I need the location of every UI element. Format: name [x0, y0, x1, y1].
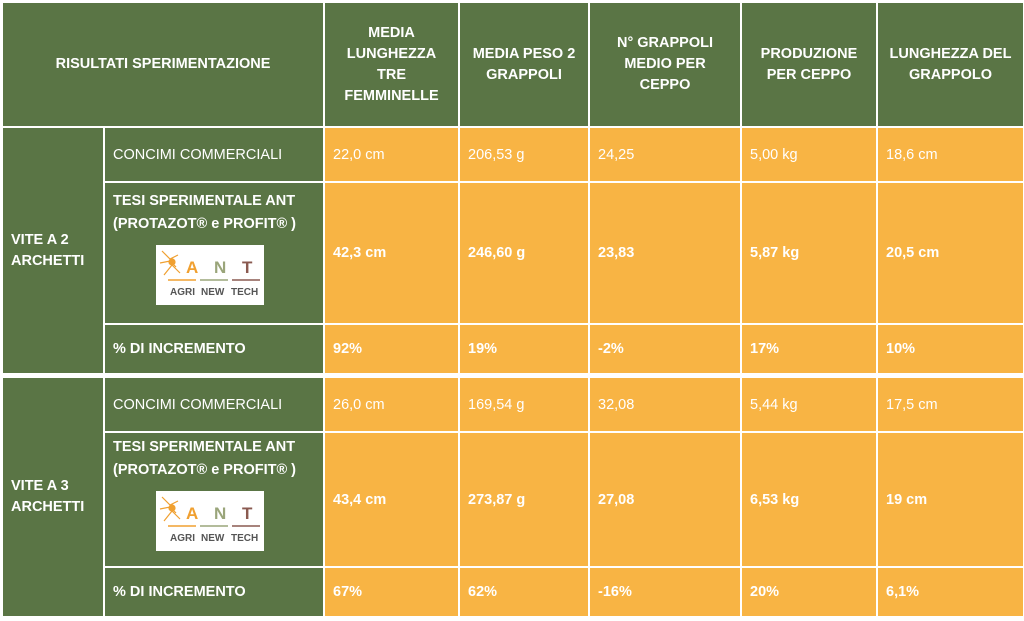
- header-row: RISULTATI SPERIMENTAZIONE MEDIA LUNGHEZZ…: [1, 1, 1024, 128]
- row-label: CONCIMI COMMERCIALI: [103, 376, 325, 433]
- logo-letter-n: N: [214, 504, 226, 523]
- tesi-subtitle: (PROTAZOT® e PROFIT® ): [113, 462, 297, 478]
- table-cell: 273,87 g: [458, 431, 590, 568]
- row-label: % DI INCREMENTO: [103, 566, 325, 618]
- logo-word-agri: AGRI: [170, 287, 195, 298]
- table-cell: 5,87 kg: [740, 181, 878, 325]
- table-cell: 10%: [876, 323, 1024, 375]
- table-cell: 26,0 cm: [323, 376, 460, 433]
- table-cell: 27,08: [588, 431, 742, 568]
- logo-letter-a: A: [186, 258, 198, 277]
- table-cell: 62%: [458, 566, 590, 618]
- group-separator: [1, 373, 1024, 378]
- ant-logo: A N T AGRI NEW TECH: [156, 491, 264, 551]
- column-header: PRODUZIONE PER CEPPO: [740, 1, 878, 128]
- logo-word-agri: AGRI: [170, 533, 195, 544]
- row-label: CONCIMI COMMERCIALI: [103, 126, 325, 183]
- table-cell: 169,54 g: [458, 376, 590, 433]
- table-cell: 19%: [458, 323, 590, 375]
- table-cell: 17,5 cm: [876, 376, 1024, 433]
- table-cell: 24,25: [588, 126, 742, 183]
- logo-letter-t: T: [242, 504, 253, 523]
- table-row: % DI INCREMENTO 67% 62% -16% 20% 6,1%: [2, 566, 1024, 618]
- logo-letter-t: T: [242, 258, 253, 277]
- table-cell: 6,53 kg: [740, 431, 878, 568]
- table-row: % DI INCREMENTO 92% 19% -2% 17% 10%: [2, 323, 1024, 375]
- table-cell: 5,44 kg: [740, 376, 878, 433]
- column-header: LUNGHEZZA DEL GRAPPOLO: [876, 1, 1024, 128]
- table-cell: 43,4 cm: [323, 431, 460, 568]
- row-label: % DI INCREMENTO: [103, 323, 325, 375]
- logo-letter-n: N: [214, 258, 226, 277]
- table-cell: 17%: [740, 323, 878, 375]
- tesi-title: TESI SPERIMENTALE ANT: [113, 193, 296, 209]
- table-row: VITE A 2 ARCHETTI CONCIMI COMMERCIALI 22…: [1, 126, 1024, 375]
- table-cell: 42,3 cm: [323, 181, 460, 325]
- table-cell: 6,1%: [876, 566, 1024, 618]
- group-label: VITE A 3 ARCHETTI: [1, 376, 105, 618]
- ant-logo-graphic: A N T AGRI NEW TECH: [159, 496, 260, 544]
- ant-insect-icon: [159, 250, 181, 276]
- table-cell: -16%: [588, 566, 742, 618]
- table-cell: 206,53 g: [458, 126, 590, 183]
- ant-insect-icon: [159, 496, 181, 522]
- logo-word-tech: TECH: [231, 533, 258, 544]
- table-cell: 67%: [323, 566, 460, 618]
- table-row: TESI SPERIMENTALE ANT (PROTAZOT® e PROFI…: [2, 181, 1024, 325]
- logo-letter-a: A: [186, 504, 198, 523]
- ant-logo: A N T AGRI NEW TECH: [156, 245, 264, 305]
- table-cell: 22,0 cm: [323, 126, 460, 183]
- table-cell: 19 cm: [876, 431, 1024, 568]
- table-cell: 20,5 cm: [876, 181, 1024, 325]
- logo-word-new: NEW: [201, 287, 225, 298]
- column-header: MEDIA LUNGHEZZA TRE FEMMINELLE: [323, 1, 460, 128]
- table-cell: 32,08: [588, 376, 742, 433]
- row-label-tesi: TESI SPERIMENTALE ANT (PROTAZOT® e PROFI…: [103, 431, 325, 568]
- table-cell: 18,6 cm: [876, 126, 1024, 183]
- table-cell: 5,00 kg: [740, 126, 878, 183]
- group-label: VITE A 2 ARCHETTI: [1, 126, 105, 375]
- table-cell: 23,83: [588, 181, 742, 325]
- tesi-subtitle: (PROTAZOT® e PROFIT® ): [113, 216, 297, 232]
- row-label-tesi: TESI SPERIMENTALE ANT (PROTAZOT® e PROFI…: [103, 181, 325, 325]
- table-cell: 92%: [323, 323, 460, 375]
- logo-word-new: NEW: [201, 533, 225, 544]
- table-cell: 246,60 g: [458, 181, 590, 325]
- table-row: TESI SPERIMENTALE ANT (PROTAZOT® e PROFI…: [2, 431, 1024, 568]
- tesi-title: TESI SPERIMENTALE ANT: [113, 439, 296, 455]
- table-row: VITE A 3 ARCHETTI CONCIMI COMMERCIALI 26…: [1, 376, 1024, 618]
- table-title: RISULTATI SPERIMENTAZIONE: [1, 1, 325, 128]
- column-header: MEDIA PESO 2 GRAPPOLI: [458, 1, 590, 128]
- table-cell: 20%: [740, 566, 878, 618]
- table-cell: -2%: [588, 323, 742, 375]
- ant-logo-graphic: A N T AGRI NEW TECH: [159, 250, 260, 298]
- logo-word-tech: TECH: [231, 287, 258, 298]
- column-header: N° GRAPPOLI MEDIO PER CEPPO: [588, 1, 742, 128]
